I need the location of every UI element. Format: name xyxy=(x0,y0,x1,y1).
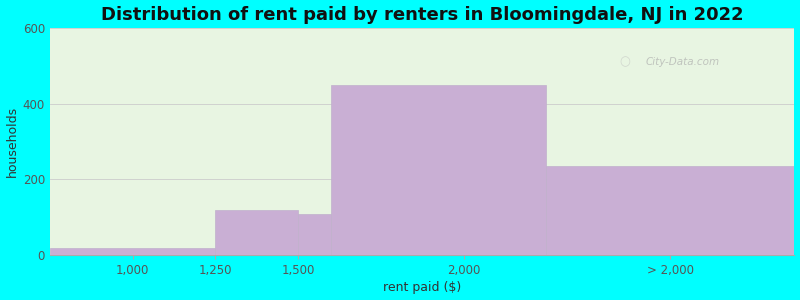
Bar xyxy=(50,248,215,255)
Bar xyxy=(298,214,331,255)
Y-axis label: households: households xyxy=(6,106,18,177)
X-axis label: rent paid ($): rent paid ($) xyxy=(383,281,462,294)
Text: City-Data.com: City-Data.com xyxy=(646,57,720,67)
Bar xyxy=(331,85,546,255)
Bar xyxy=(546,166,794,255)
Title: Distribution of rent paid by renters in Bloomingdale, NJ in 2022: Distribution of rent paid by renters in … xyxy=(101,6,743,24)
Bar xyxy=(215,210,298,255)
Text: ○: ○ xyxy=(619,56,630,68)
